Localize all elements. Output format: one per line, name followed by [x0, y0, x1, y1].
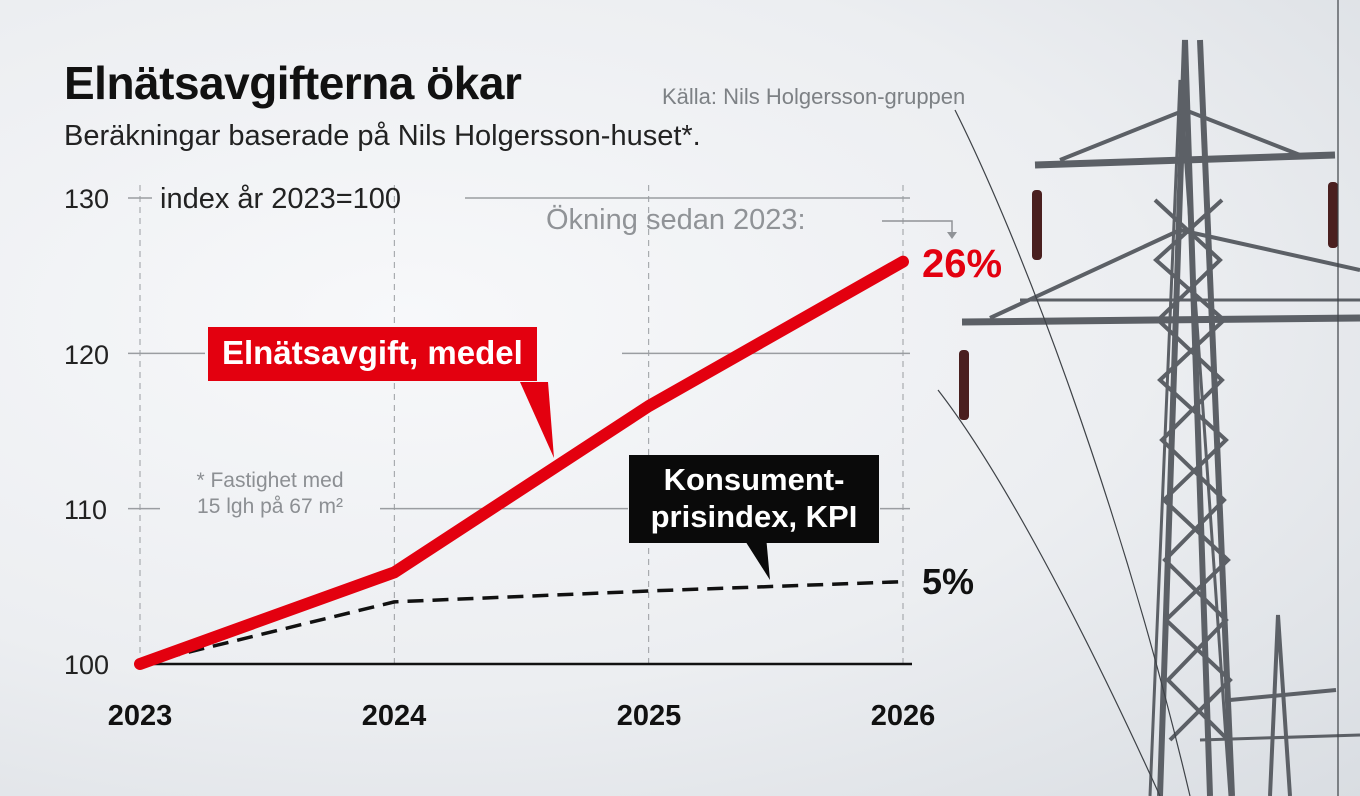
- x-tick-label: 2025: [616, 700, 682, 732]
- increase-label: Ökning sedan 2023:: [546, 204, 806, 236]
- callout-pointer-black: [742, 536, 770, 580]
- footnote-line: 15 lgh på 67 m²: [197, 495, 343, 519]
- chart-title: Elnätsavgifterna ökar: [64, 57, 522, 109]
- footnote-line: * Fastighet med: [196, 469, 344, 492]
- insulator-illustration: [959, 182, 1338, 420]
- series-callout-red: Elnätsavgift, medel: [208, 327, 537, 382]
- x-tick-label: 2023: [107, 700, 173, 732]
- y-tick-label: 120: [64, 340, 110, 370]
- series-callout-black: Konsument- prisindex, KPI: [629, 455, 879, 544]
- chart-series: [134, 255, 909, 670]
- pylon-illustration: [961, 39, 1360, 796]
- y-tick-label: 100: [64, 650, 110, 680]
- y-tick-label: 130: [64, 184, 110, 214]
- y-axis-label: index år 2023=100: [160, 183, 402, 215]
- callout-pointers: [520, 220, 957, 580]
- y-tick-label: 110: [64, 495, 108, 525]
- increase-arrow-line: [882, 220, 953, 236]
- callout-line: Konsument-: [663, 462, 845, 497]
- source-label: Källa: Nils Holgersson-gruppen: [662, 84, 966, 109]
- footnote: * Fastighet med 15 lgh på 67 m²: [150, 468, 390, 521]
- callout-line: prisindex, KPI: [650, 499, 858, 535]
- series-line-kpi: [139, 579, 904, 666]
- x-tick-label: 2024: [361, 700, 427, 732]
- increase-arrow-head: [947, 232, 957, 239]
- x-tick-label: 2026: [870, 700, 936, 732]
- chart-subtitle: Beräkningar baserade på Nils Holgersson-…: [64, 120, 701, 152]
- chart-grid: [128, 185, 912, 666]
- end-label-red: 26%: [922, 242, 1003, 286]
- power-wires: [937, 0, 1339, 796]
- end-label-black: 5%: [922, 561, 975, 602]
- callout-pointer-red: [520, 382, 554, 458]
- series-line-elnatsavgift: [134, 255, 909, 670]
